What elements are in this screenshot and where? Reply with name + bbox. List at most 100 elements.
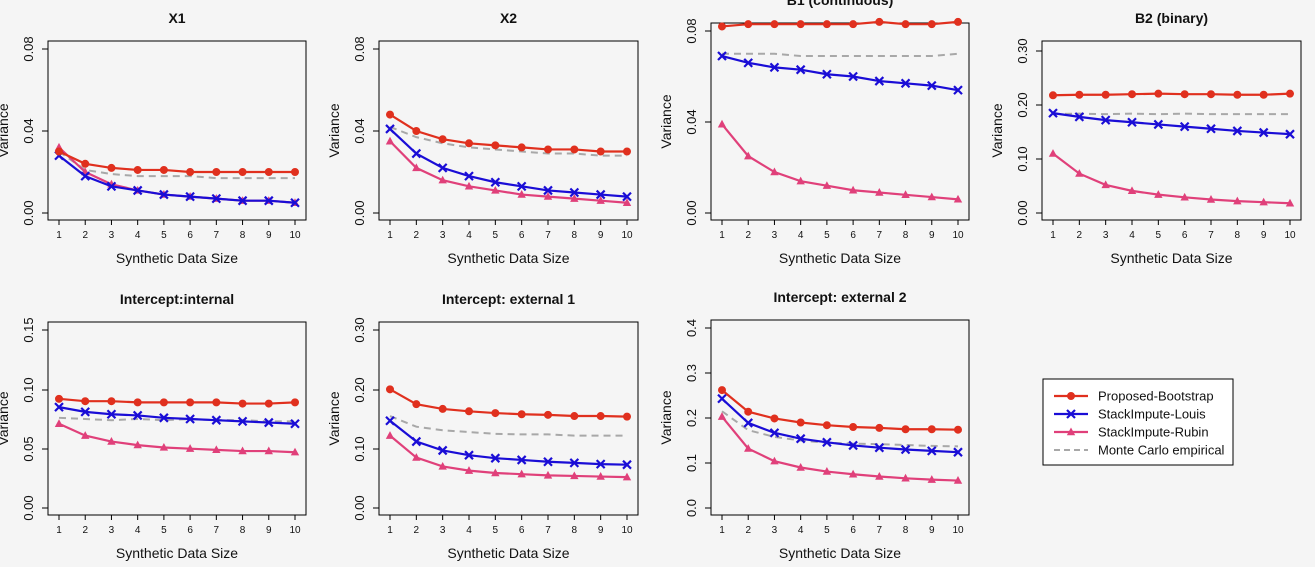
x-tick-label: 3 <box>440 230 446 241</box>
proposed-bootstrap-point-5 <box>159 165 168 174</box>
stackimpute-louis-point-8 <box>569 458 580 468</box>
stackimpute-rubin-point-3 <box>770 456 779 465</box>
x-tick-label: 8 <box>1235 230 1241 241</box>
stackimpute-louis-point-5 <box>159 189 169 200</box>
stackimpute-louis-point-1 <box>717 51 727 61</box>
stackimpute-louis-point-3 <box>106 181 117 192</box>
proposed-bootstrap-point-10 <box>623 147 632 156</box>
stackimpute-louis-point-10 <box>290 197 300 208</box>
x-tick-label: 7 <box>214 230 220 241</box>
x-tick-label: 8 <box>903 230 909 241</box>
stackimpute-louis-point-6 <box>516 181 527 192</box>
y-tick-label: 0.00 <box>352 495 367 520</box>
proposed-bootstrap-point-1 <box>718 386 727 395</box>
stackimpute-rubin-point-8 <box>901 473 910 482</box>
stackimpute-rubin-point-5 <box>491 468 500 477</box>
series-stackimpute-rubin <box>717 412 963 484</box>
series-proposed-bootstrap <box>718 386 963 434</box>
x-tick-label: 6 <box>187 230 193 241</box>
chart-panel-intercept-external-2: Intercept: external 2 1 2 3 4 5 6 7 8 9 10 Syntheti… <box>658 289 970 561</box>
series-stackimpute-rubin <box>385 136 632 206</box>
y-axis-label: Variance <box>326 103 342 157</box>
stackimpute-rubin-point-2 <box>412 163 421 172</box>
stackimpute-louis-point-4 <box>464 171 474 181</box>
proposed-bootstrap-point-7 <box>212 167 221 176</box>
proposed-bootstrap-point-4 <box>1128 90 1137 99</box>
x-tick-label: 7 <box>877 525 883 536</box>
proposed-bootstrap-point-6 <box>849 20 858 29</box>
stackimpute-rubin-point-8 <box>570 471 579 480</box>
legend-item-stackimpute-rubin: StackImpute-Rubin <box>1054 425 1209 440</box>
stackimpute-rubin-point-7 <box>875 188 884 196</box>
stackimpute-rubin-point-4 <box>1127 186 1137 195</box>
stackimpute-louis-point-7 <box>874 76 885 86</box>
stackimpute-louis-point-9 <box>264 417 274 428</box>
x-tick-label: 3 <box>109 525 115 536</box>
stackimpute-rubin-point-9 <box>927 475 936 483</box>
stackimpute-rubin-point-6 <box>848 185 858 194</box>
monte-carlo-empirical-line <box>58 416 295 423</box>
stackimpute-louis-point-7 <box>211 415 222 425</box>
proposed-bootstrap-point-6 <box>849 422 858 431</box>
x-tick-label: 5 <box>161 230 167 241</box>
stackimpute-rubin-point-4 <box>796 176 805 185</box>
panel-title: Intercept: external 1 <box>442 291 575 307</box>
stackimpute-louis-point-6 <box>848 71 858 82</box>
stackimpute-rubin-point-10 <box>953 194 963 203</box>
panel-title: X2 <box>500 10 517 26</box>
y-tick-label: 0.00 <box>684 200 699 225</box>
proposed-bootstrap-point-5 <box>491 409 500 418</box>
series-monte-carlo-empirical <box>389 415 627 437</box>
legend-label: Monte Carlo empirical <box>1098 443 1225 458</box>
x-tick-label: 3 <box>772 525 778 536</box>
stackimpute-louis-point-1 <box>385 124 395 134</box>
stackimpute-louis-point-9 <box>1258 127 1269 138</box>
proposed-bootstrap-point-9 <box>596 147 605 156</box>
series-stackimpute-louis <box>54 402 300 429</box>
series-monte-carlo-empirical <box>1052 112 1290 116</box>
x-tick-label: 6 <box>519 230 525 241</box>
x-tick-label: 10 <box>289 230 301 241</box>
x-tick-label: 6 <box>1182 230 1188 241</box>
proposed-bootstrap-point-8 <box>1233 90 1242 99</box>
stackimpute-louis-point-4 <box>464 450 474 460</box>
proposed-bootstrap-point-1 <box>385 385 394 394</box>
stackimpute-rubin-point-3 <box>438 461 447 470</box>
stackimpute-rubin-point-6 <box>185 444 195 452</box>
panel-title: B1 (continuous) <box>787 0 894 8</box>
stackimpute-rubin-line <box>721 415 959 482</box>
proposed-bootstrap-point-7 <box>544 145 553 154</box>
plot-frame <box>47 321 307 516</box>
stackimpute-rubin-point-6 <box>848 469 858 478</box>
monte-carlo-empirical-line <box>722 52 959 58</box>
x-tick-label: 9 <box>266 525 272 536</box>
stackimpute-rubin-point-9 <box>596 196 605 204</box>
stackimpute-louis-point-2 <box>80 407 91 417</box>
x-tick-label: 3 <box>1103 230 1109 241</box>
stackimpute-louis-point-5 <box>159 413 169 423</box>
stackimpute-louis-line <box>389 128 628 198</box>
proposed-bootstrap-point-3 <box>770 414 779 423</box>
series-monte-carlo-empirical <box>58 150 295 180</box>
y-tick-label: 0.10 <box>1015 146 1030 171</box>
proposed-bootstrap-point-2 <box>81 397 90 406</box>
x-tick-label: 7 <box>545 230 551 241</box>
stackimpute-rubin-point-2 <box>744 151 753 160</box>
monte-carlo-empirical-line <box>389 125 627 157</box>
x-tick-label: 2 <box>745 230 751 241</box>
y-axis-label: Variance <box>989 103 1005 157</box>
chart-panel-x2: X2 1 2 3 4 5 6 7 8 9 10 Synthetic Data Size 0.00 0.04… <box>326 10 639 266</box>
series-proposed-bootstrap <box>718 17 963 31</box>
proposed-bootstrap-point-5 <box>822 20 831 29</box>
series-proposed-bootstrap <box>385 110 632 156</box>
y-tick-label: 0.3 <box>684 364 699 382</box>
stackimpute-rubin-point-10 <box>1285 198 1295 207</box>
proposed-bootstrap-point-4 <box>133 398 142 407</box>
stackimpute-rubin-point-1 <box>717 119 727 128</box>
proposed-bootstrap-point-8 <box>570 412 579 421</box>
x-tick-label: 4 <box>1129 230 1135 241</box>
stackimpute-louis-point-1 <box>385 416 395 426</box>
chart-panel-b1-continuous: B1 (continuous) 1 2 3 4 5 6 7 8 9 10 Synthetic Data… <box>658 0 970 266</box>
stackimpute-louis-point-2 <box>411 148 422 159</box>
